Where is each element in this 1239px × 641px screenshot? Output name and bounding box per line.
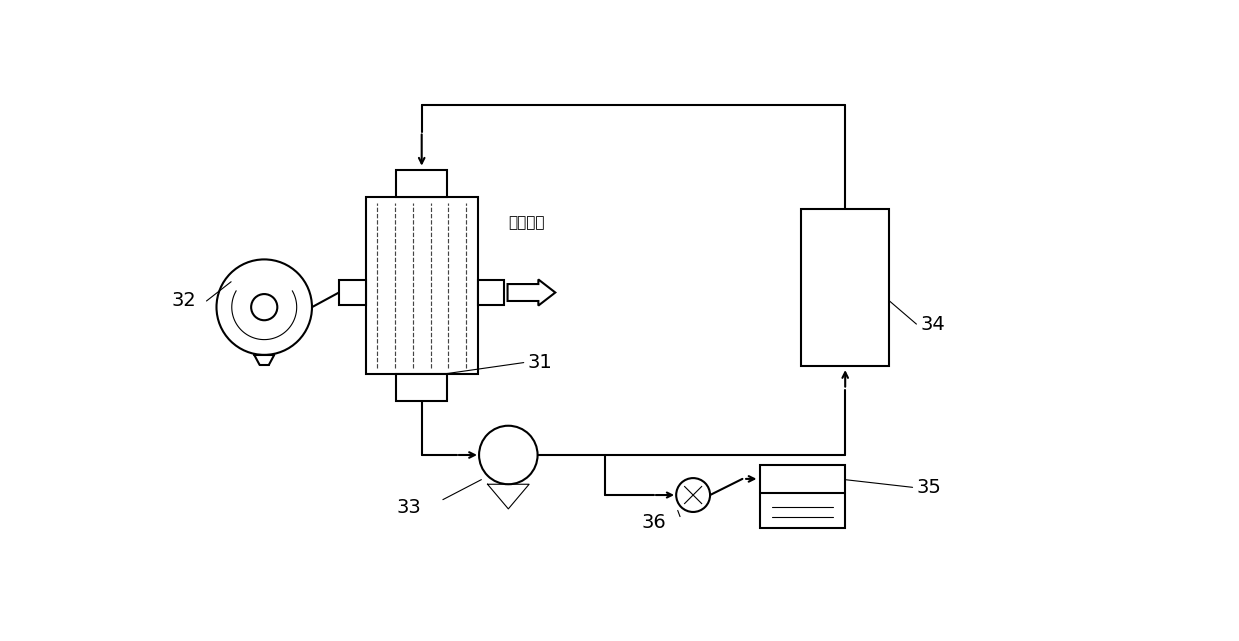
Text: 36: 36 — [642, 513, 667, 532]
Text: 32: 32 — [172, 292, 197, 310]
Text: 34: 34 — [921, 315, 945, 333]
Bar — [760, 465, 845, 528]
Circle shape — [252, 294, 278, 320]
FancyArrow shape — [508, 279, 555, 306]
Circle shape — [217, 260, 312, 355]
Circle shape — [676, 478, 710, 512]
Circle shape — [479, 426, 538, 484]
Text: 31: 31 — [528, 353, 553, 372]
Bar — [366, 197, 477, 374]
Text: 33: 33 — [396, 498, 421, 517]
Bar — [396, 170, 447, 197]
Text: 35: 35 — [917, 478, 942, 497]
Text: 干冷空气: 干冷空气 — [508, 215, 545, 230]
Bar — [477, 280, 504, 305]
Bar — [396, 374, 447, 401]
Bar — [339, 280, 366, 305]
Bar — [800, 208, 890, 367]
